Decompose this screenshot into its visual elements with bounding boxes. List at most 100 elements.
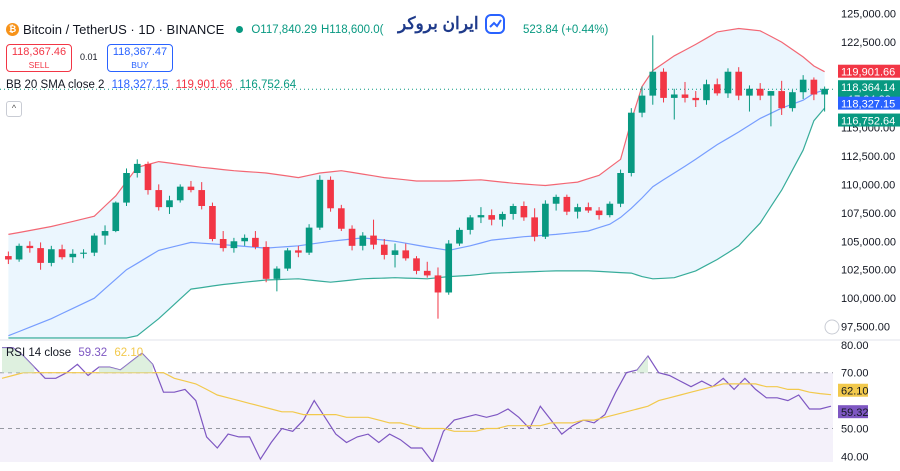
candle[interactable] (703, 84, 710, 101)
candle[interactable] (295, 250, 302, 253)
candle[interactable] (499, 213, 506, 220)
candle[interactable] (423, 270, 431, 276)
candle[interactable] (69, 253, 77, 258)
candle[interactable] (209, 206, 216, 239)
candle[interactable] (445, 243, 453, 293)
candle[interactable] (670, 94, 678, 98)
candle[interactable] (660, 71, 667, 98)
candle[interactable] (649, 71, 657, 96)
price-axis-tick: 105,000.00 (841, 236, 896, 248)
rsi-pane[interactable] (0, 339, 900, 464)
price-tag (838, 113, 900, 127)
candle[interactable] (252, 237, 259, 247)
candle[interactable] (359, 235, 367, 246)
market-open-dot-icon (236, 26, 244, 33)
rsi-legend[interactable]: RSI 14 close 59.32 62.10 (6, 347, 143, 359)
candle[interactable] (187, 186, 195, 191)
candle[interactable] (348, 228, 356, 246)
candle[interactable] (241, 237, 248, 242)
candle[interactable] (821, 88, 828, 95)
candle[interactable] (5, 256, 12, 260)
candle[interactable] (585, 207, 592, 211)
rsi-line (2, 347, 832, 464)
candle[interactable] (58, 249, 66, 258)
candle[interactable] (316, 179, 324, 228)
candle[interactable] (434, 275, 442, 293)
candle[interactable] (284, 250, 291, 269)
candle[interactable] (595, 210, 603, 216)
bollinger-label: BB 20 SMA close 2 (6, 79, 105, 91)
candle[interactable] (542, 203, 549, 237)
candle[interactable] (337, 208, 345, 229)
candle[interactable] (90, 235, 98, 253)
candle[interactable] (724, 71, 732, 94)
candle[interactable] (477, 215, 485, 218)
candle[interactable] (155, 190, 163, 208)
candle[interactable] (509, 206, 517, 214)
sell-label: SELL (28, 60, 50, 70)
candle[interactable] (627, 112, 635, 173)
candle[interactable] (563, 196, 571, 212)
candle[interactable] (219, 239, 227, 249)
candle[interactable] (380, 244, 388, 255)
candle[interactable] (144, 163, 152, 191)
candle[interactable] (456, 229, 463, 244)
axis-settings-icon[interactable] (824, 319, 840, 335)
candle[interactable] (735, 71, 743, 96)
candle[interactable] (101, 231, 109, 236)
bollinger-legend[interactable]: BB 20 SMA close 2 118,327.15 119,901.66 … (6, 79, 296, 91)
bitcoin-icon: ₿ (6, 23, 19, 36)
candle[interactable] (80, 252, 87, 254)
candle[interactable] (789, 92, 796, 109)
candle[interactable] (305, 227, 313, 253)
candle[interactable] (327, 179, 334, 209)
symbol-title[interactable]: Bitcoin / TetherUS · 1D · BINANCE (23, 22, 225, 37)
candle[interactable] (681, 94, 689, 98)
candle[interactable] (15, 245, 23, 260)
candle[interactable] (531, 217, 538, 237)
collapse-legend-button[interactable]: ^ (6, 101, 22, 117)
candle[interactable] (488, 215, 496, 220)
sell-button[interactable]: 118,367.46 SELL (6, 44, 72, 72)
candle[interactable] (26, 245, 34, 249)
candle[interactable] (273, 268, 281, 279)
candle[interactable] (756, 88, 764, 96)
candle[interactable] (617, 173, 624, 204)
candle[interactable] (552, 196, 560, 204)
candle[interactable] (48, 249, 55, 263)
candle[interactable] (262, 246, 270, 279)
candle[interactable] (166, 200, 173, 208)
candle[interactable] (176, 186, 184, 201)
candle[interactable] (692, 97, 700, 101)
candle[interactable] (574, 207, 581, 212)
candle[interactable] (370, 235, 377, 245)
candle[interactable] (746, 88, 753, 96)
price-axis[interactable]: 97,500.00 100,000.00 102,500.00 105,000.00 1… (824, 9, 900, 464)
candle[interactable] (198, 190, 206, 206)
candle[interactable] (767, 91, 775, 96)
candle[interactable] (37, 248, 44, 263)
candle[interactable] (133, 163, 141, 173)
ohlc-high: H118,600.0( (320, 23, 384, 36)
price-pane[interactable] (0, 27, 833, 339)
buy-button[interactable]: 118,367.47 BUY (107, 44, 173, 72)
candle[interactable] (413, 258, 420, 271)
price-axis-tick: 102,500.00 (841, 265, 896, 277)
candle[interactable] (112, 202, 120, 232)
price-axis-tick: 97,500.00 (841, 322, 890, 334)
candle[interactable] (810, 79, 818, 95)
candle[interactable] (778, 91, 785, 109)
candle[interactable] (391, 250, 399, 255)
candle[interactable] (638, 95, 646, 113)
candle[interactable] (230, 241, 238, 249)
price-tag-label: 118,327.15 (841, 99, 895, 111)
candle[interactable] (606, 203, 614, 216)
symbol-legend[interactable]: ₿ Bitcoin / TetherUS · 1D · BINANCE O117… (6, 22, 383, 37)
candle[interactable] (799, 79, 807, 93)
candle[interactable] (123, 173, 130, 203)
candle[interactable] (520, 206, 528, 218)
candle[interactable] (466, 217, 474, 230)
candle[interactable] (402, 250, 410, 259)
candle[interactable] (713, 84, 721, 94)
